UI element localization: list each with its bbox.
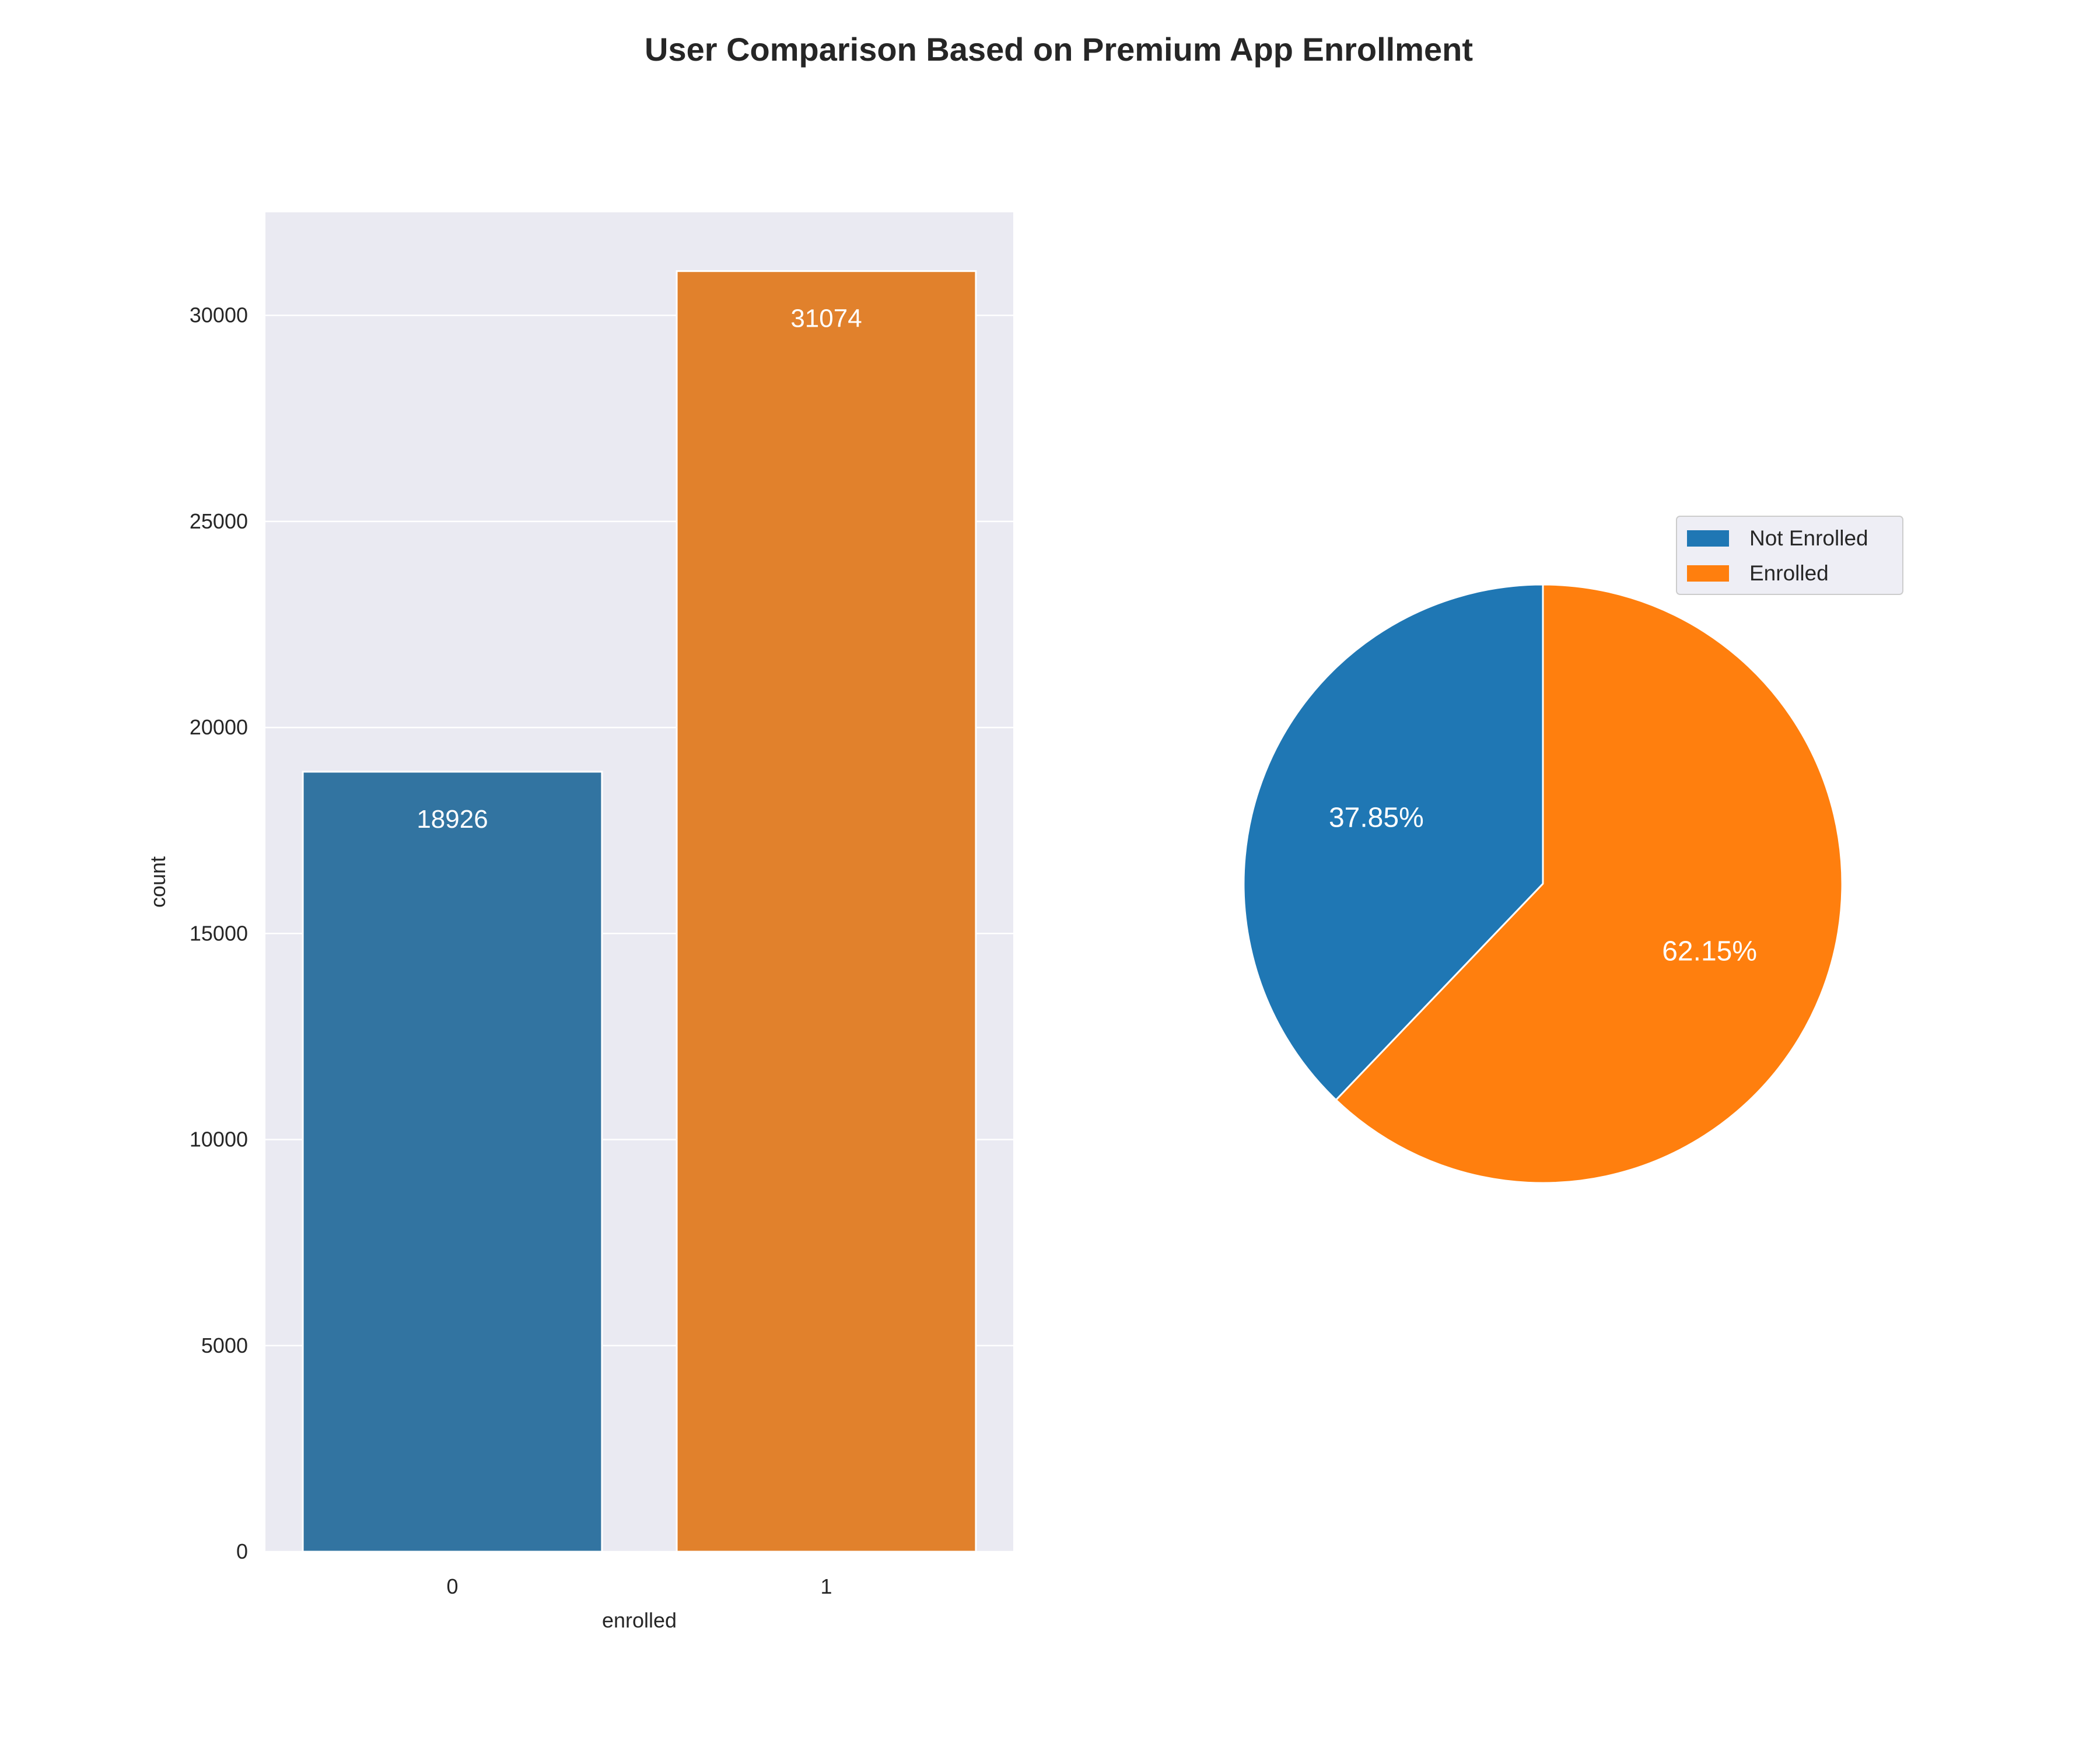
y-tick-labels: 0 5000 10000 15000 20000 25000 30000	[190, 303, 248, 1563]
pie-slice-not-enrolled	[1242, 583, 1544, 1101]
y-tick-label-0: 0	[236, 1539, 248, 1563]
pie-chart: 37.85% 62.15% Not Enrolled Enrolled	[1242, 516, 1903, 1184]
pie-legend: Not Enrolled Enrolled	[1676, 516, 1903, 595]
pie-slice-labels: 37.85% 62.15%	[1329, 802, 1757, 967]
pie-data-label-not-enrolled: 37.85%	[1329, 802, 1424, 833]
x-tick-label-0: 0	[446, 1574, 458, 1598]
figure-title: User Comparison Based on Premium App Enr…	[645, 31, 1473, 68]
bar-chart: 18926 31074 0 5000 10000 15000 20000 25000 3000…	[146, 212, 1013, 1632]
pie-slices	[1242, 583, 1843, 1184]
legend-box	[1676, 516, 1903, 595]
bar-data-label-1: 31074	[790, 304, 862, 333]
y-tick-label-4: 20000	[190, 715, 248, 739]
legend-swatch-not-enrolled	[1687, 530, 1729, 547]
y-tick-label-3: 15000	[190, 921, 248, 945]
bar-0	[302, 771, 603, 1553]
y-tick-label-6: 30000	[190, 303, 248, 327]
bar-marks: 18926 31074	[302, 270, 977, 1553]
pie-data-label-enrolled: 62.15%	[1662, 936, 1757, 967]
y-tick-label-2: 10000	[190, 1128, 248, 1152]
y-axis-label: count	[146, 856, 170, 908]
legend-label-not-enrolled: Not Enrolled	[1749, 526, 1868, 550]
y-tick-label-1: 5000	[201, 1334, 248, 1357]
x-axis-label: enrolled	[602, 1608, 677, 1632]
pie-slice-enrolled	[1335, 583, 1843, 1184]
legend-label-enrolled: Enrolled	[1749, 561, 1829, 585]
y-tick-label-5: 25000	[190, 509, 248, 533]
bar-data-label-0: 18926	[416, 805, 488, 834]
bar-1	[676, 270, 977, 1553]
x-tick-label-1: 1	[820, 1574, 832, 1598]
legend-swatch-enrolled	[1687, 565, 1729, 582]
